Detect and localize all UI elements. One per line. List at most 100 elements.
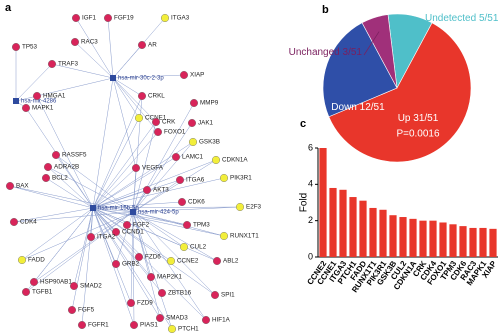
gene-label: HIF1A: [212, 317, 231, 324]
network-edge: [81, 207, 94, 326]
pie-category: Down: [331, 102, 357, 113]
network-edge: [92, 121, 157, 209]
gene-label: SMAD3: [166, 315, 188, 322]
gene-node: [111, 260, 120, 269]
gene-label: AKT3: [153, 187, 169, 194]
y-tick-label: 6: [308, 142, 313, 152]
network-edge: [132, 122, 193, 213]
network-edge: [92, 95, 143, 209]
pie-label: Unchanged 3/51: [289, 47, 363, 58]
network-edge: [9, 185, 94, 209]
network-edge: [92, 207, 225, 237]
gene-label: GRB2: [122, 261, 140, 268]
gene-label: BCL2: [52, 175, 68, 182]
gene-node: [166, 257, 175, 266]
network-edge: [132, 211, 161, 319]
network-edge: [112, 44, 143, 79]
gene-node: [9, 217, 18, 226]
gene-label: MAPK1: [32, 105, 54, 112]
gene-node: [71, 13, 80, 22]
pie-category: Up: [398, 113, 411, 124]
network-edge: [92, 206, 241, 209]
gene-label: MMP9: [200, 100, 219, 107]
network-edge: [21, 211, 134, 261]
pie-annotation: P=0.0016: [396, 129, 440, 140]
mirna-node: [110, 75, 116, 81]
gene-label: ADRA2B: [54, 164, 79, 171]
gene-node: [210, 291, 219, 300]
network-edge: [92, 141, 194, 209]
bar: [319, 148, 327, 257]
gene-node: [86, 232, 95, 241]
gene-node: [182, 220, 191, 229]
bar: [479, 227, 487, 257]
bar: [389, 215, 397, 257]
gene-node: [52, 150, 61, 159]
network-edge: [92, 207, 128, 226]
gene-node: [69, 282, 78, 291]
network-edge: [132, 211, 207, 321]
gene-label: ITGA2: [97, 234, 116, 241]
gene-label: E2F3: [246, 204, 262, 211]
bar: [489, 228, 497, 257]
network-edge: [132, 206, 241, 213]
gene-node: [189, 98, 198, 107]
network-edge: [9, 185, 134, 213]
panel-label: a: [5, 2, 12, 14]
gene-label: VEGFA: [142, 165, 164, 172]
network-edge: [75, 17, 114, 79]
network-edge: [55, 154, 134, 213]
mirna-node: [90, 205, 96, 211]
gene-node: [134, 252, 143, 261]
gene-node: [175, 175, 184, 184]
mirna-label: hsa-mir-424-5p: [138, 210, 179, 216]
gene-label: FZD9: [137, 300, 153, 307]
gene-label: TPM3: [193, 222, 210, 229]
bar: [419, 220, 427, 257]
bar: [359, 200, 367, 257]
network-edge: [107, 17, 114, 79]
gene-node: [188, 137, 197, 146]
network-edge: [132, 211, 173, 330]
gene-node: [211, 155, 220, 164]
gene-node: [235, 202, 244, 211]
pie-slice: [361, 14, 398, 89]
gene-node: [134, 113, 143, 122]
pie-label: Up 31/51: [398, 113, 439, 124]
gene-node: [11, 43, 20, 52]
network-edge: [92, 207, 134, 213]
gene-node: [160, 13, 169, 22]
network-edge: [92, 207, 132, 304]
network-edge: [132, 167, 137, 213]
network-edge: [92, 207, 172, 262]
mirna-label: hsa-mir-30c-2-3p: [118, 76, 164, 82]
network-edge: [132, 189, 148, 213]
network-edge: [112, 77, 159, 133]
network-edge: [92, 159, 217, 209]
bar: [409, 218, 417, 257]
network-edge: [47, 166, 94, 209]
panel-label: b: [322, 4, 329, 16]
network-edge: [92, 156, 177, 209]
gene-label: SPI1: [221, 292, 235, 299]
network-edge: [132, 211, 218, 262]
gene-node: [77, 321, 86, 330]
gene-label: CDK4: [20, 219, 37, 226]
gene-node: [187, 118, 196, 127]
network-edge: [36, 95, 94, 209]
gene-label: MAP2K1: [157, 274, 182, 281]
network-edge: [92, 167, 137, 209]
gene-label: XIAP: [190, 72, 204, 79]
network-edge: [92, 117, 140, 209]
gene-node: [33, 91, 42, 100]
gene-node: [22, 103, 31, 112]
gene-label: FOXO1: [164, 129, 186, 136]
y-tick-label: 4: [308, 179, 313, 189]
gene-node: [5, 181, 14, 190]
bar: [429, 220, 437, 257]
network-edge: [92, 207, 216, 296]
gene-label: RASSF5: [62, 152, 87, 159]
network-edge: [132, 211, 225, 237]
gene-label: FZD6: [145, 254, 161, 261]
pie-slice: [322, 22, 398, 118]
